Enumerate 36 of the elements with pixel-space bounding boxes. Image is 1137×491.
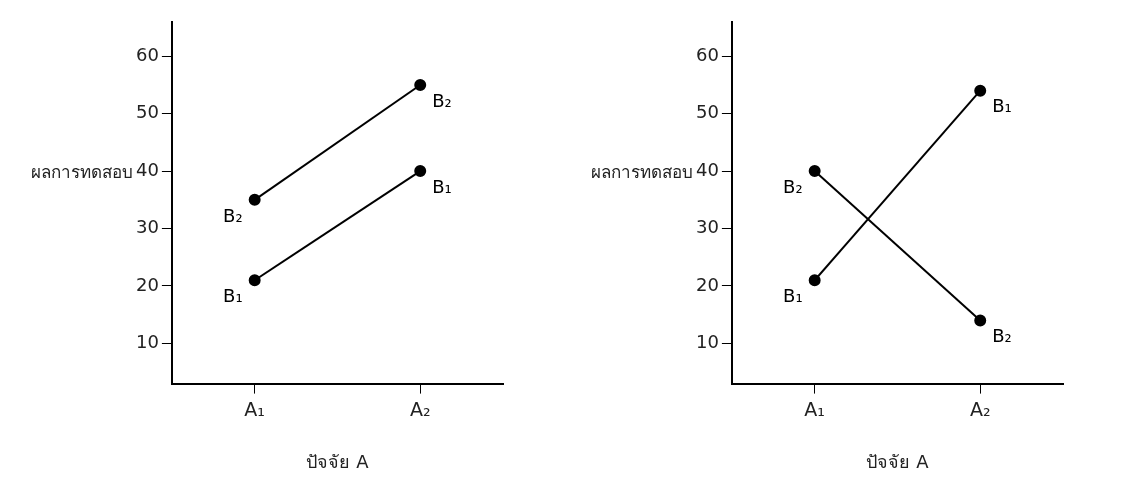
x-tick-label: A₁	[804, 397, 825, 420]
point	[808, 274, 821, 287]
y-axis-title: ผลการทดสอบ	[30, 161, 133, 184]
text: B₁	[432, 175, 452, 197]
y-tick-label: 40	[696, 158, 719, 180]
y-tick-label: 20	[696, 273, 719, 295]
point	[974, 84, 987, 97]
series-label: B₁	[223, 284, 243, 306]
y-tick-label: 50	[696, 101, 719, 123]
y-tick-label: 20	[136, 273, 159, 295]
y-tick-label: 10	[696, 331, 719, 353]
x-axis-title: ปัจจัย A	[306, 450, 370, 472]
point	[414, 78, 427, 91]
x-axis-title: ปัจจัย A	[866, 450, 930, 472]
x-tick-label: A₂	[409, 397, 431, 420]
point	[248, 274, 261, 287]
y-tick-label: 10	[136, 331, 159, 353]
text: B₂	[992, 325, 1012, 347]
point	[808, 165, 821, 178]
y-tick-label: 30	[136, 216, 159, 238]
y-tick-label: 50	[136, 101, 159, 123]
text: B₂	[432, 89, 452, 111]
x-tick-label: A₂	[969, 397, 991, 420]
y-axis-title: ผลการทดสอบ	[590, 161, 693, 184]
series-label: B₁	[783, 284, 803, 306]
y-tick-label: 60	[696, 43, 719, 65]
series-label: B₂	[783, 175, 803, 197]
y-tick-label: 30	[696, 216, 719, 238]
y-tick-label: 60	[136, 43, 159, 65]
text: B₁	[992, 95, 1012, 117]
point	[974, 314, 987, 327]
point	[414, 165, 427, 178]
point	[248, 193, 261, 206]
y-tick-label: 40	[136, 158, 159, 180]
x-tick-label: A₁	[244, 397, 265, 420]
series-label: B₂	[223, 204, 243, 226]
